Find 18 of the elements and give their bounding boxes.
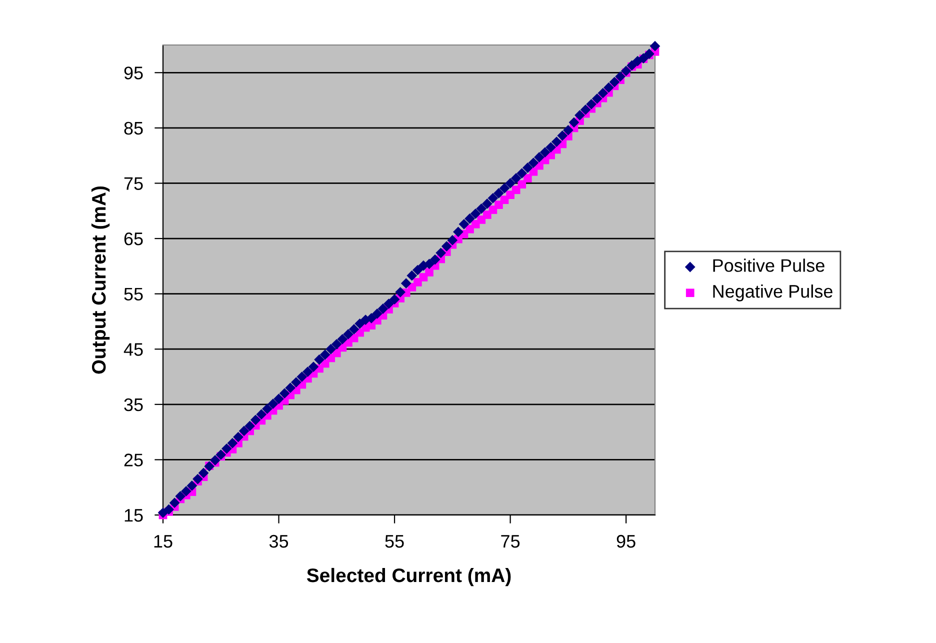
- y-tick-label: 55: [124, 288, 143, 301]
- x-tick-label: 95: [616, 534, 636, 548]
- y-tick-label: 85: [124, 122, 143, 135]
- y-tick-label: 95: [124, 66, 143, 80]
- y-tick-label: 25: [124, 454, 143, 466]
- legend-label: Negative Pulse: [713, 284, 832, 302]
- x-tick-label: 55: [385, 535, 404, 548]
- y-tick-label: 65: [124, 232, 143, 246]
- y-tick-label: 45: [124, 343, 143, 356]
- x-axis-title: Selected Current (mA): [306, 568, 511, 586]
- y-tick-label: 75: [124, 177, 143, 190]
- legend-label: Positive Pulse: [713, 258, 824, 272]
- y-axis-title: Output Current (mA): [91, 186, 110, 374]
- x-tick-label: 75: [501, 535, 520, 548]
- x-tick-label: 15: [154, 535, 172, 548]
- x-tick-label: 35: [269, 534, 288, 548]
- y-tick-label: 15: [124, 509, 143, 522]
- y-tick-label: 35: [124, 398, 143, 412]
